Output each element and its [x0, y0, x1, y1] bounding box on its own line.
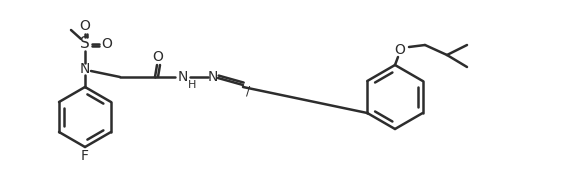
Text: N: N	[178, 70, 188, 84]
Text: H: H	[188, 80, 196, 90]
Text: N: N	[208, 70, 218, 84]
Text: S: S	[80, 36, 90, 51]
Text: N: N	[80, 62, 90, 76]
Text: O: O	[395, 43, 405, 57]
Text: F: F	[81, 149, 89, 163]
Text: /: /	[246, 84, 250, 98]
Text: O: O	[80, 19, 90, 33]
Text: O: O	[102, 37, 112, 51]
Text: O: O	[152, 50, 164, 64]
